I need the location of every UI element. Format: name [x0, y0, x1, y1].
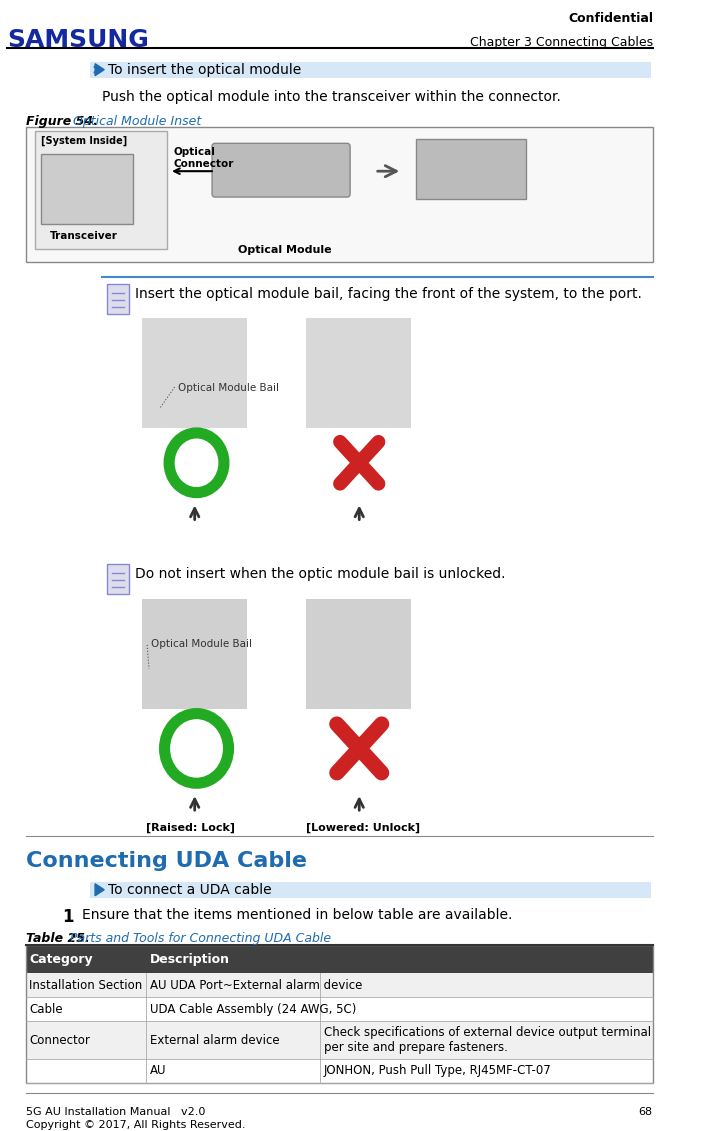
- Bar: [142, 319, 247, 428]
- Text: Ensure that the items mentioned in below table are available.: Ensure that the items mentioned in below…: [82, 908, 513, 922]
- Bar: [25, 1059, 653, 1082]
- Text: Insert the optical module bail, facing the front of the system, to the port.: Insert the optical module bail, facing t…: [135, 286, 642, 301]
- Text: External alarm device: External alarm device: [150, 1034, 279, 1046]
- Text: Figure 54.: Figure 54.: [25, 115, 97, 129]
- Text: Category: Category: [30, 953, 93, 966]
- Text: To insert the optical module: To insert the optical module: [108, 62, 301, 77]
- Polygon shape: [95, 883, 104, 896]
- Text: Parts and Tools for Connecting UDA Cable: Parts and Tools for Connecting UDA Cable: [66, 932, 331, 944]
- Polygon shape: [95, 63, 104, 76]
- Text: Transceiver: Transceiver: [51, 231, 118, 241]
- Bar: [25, 946, 653, 1082]
- Bar: [35, 131, 168, 249]
- Text: Chapter 3 Connecting Cables: Chapter 3 Connecting Cables: [469, 36, 653, 49]
- Bar: [306, 319, 412, 428]
- FancyBboxPatch shape: [107, 284, 129, 313]
- Text: Connecting UDA Cable: Connecting UDA Cable: [25, 851, 307, 871]
- Bar: [142, 599, 247, 709]
- Bar: [41, 154, 133, 224]
- Text: Confidential: Confidential: [569, 12, 653, 25]
- Text: Cable: Cable: [30, 1003, 63, 1016]
- Text: Optical Module Bail: Optical Module Bail: [178, 383, 279, 394]
- Text: Check specifications of external device output terminal
per site and prepare fas: Check specifications of external device …: [323, 1026, 651, 1054]
- FancyBboxPatch shape: [212, 144, 350, 197]
- Bar: [25, 998, 653, 1021]
- Text: Do not insert when the optic module bail is unlocked.: Do not insert when the optic module bail…: [135, 568, 506, 581]
- FancyBboxPatch shape: [90, 62, 651, 78]
- Text: [System Inside]: [System Inside]: [41, 136, 127, 146]
- Bar: [25, 128, 653, 261]
- FancyBboxPatch shape: [107, 564, 129, 594]
- Text: Connector: Connector: [30, 1034, 90, 1046]
- Text: AU: AU: [150, 1064, 166, 1078]
- Text: AU UDA Port~External alarm device: AU UDA Port~External alarm device: [150, 978, 362, 992]
- Bar: [25, 946, 653, 974]
- Text: 68: 68: [638, 1107, 653, 1116]
- Text: Optical Module Inset: Optical Module Inset: [69, 115, 201, 129]
- Text: SAMSUNG: SAMSUNG: [7, 28, 149, 52]
- Text: Push the optical module into the transceiver within the connector.: Push the optical module into the transce…: [103, 89, 561, 104]
- Text: Optical Module: Optical Module: [238, 244, 331, 254]
- Text: [Lowered: Unlock]: [Lowered: Unlock]: [306, 823, 420, 834]
- Text: Optical Module Bail: Optical Module Bail: [151, 639, 252, 649]
- Bar: [306, 599, 412, 709]
- Text: To connect a UDA cable: To connect a UDA cable: [108, 883, 271, 897]
- Bar: [25, 974, 653, 998]
- Bar: [25, 1021, 653, 1059]
- Text: Copyright © 2017, All Rights Reserved.: Copyright © 2017, All Rights Reserved.: [25, 1120, 245, 1130]
- Text: Table 25.: Table 25.: [25, 932, 90, 944]
- Text: 1: 1: [62, 908, 74, 925]
- Text: Optical
Connector: Optical Connector: [174, 147, 234, 169]
- FancyBboxPatch shape: [90, 882, 651, 898]
- Text: Installation Section: Installation Section: [30, 978, 142, 992]
- Text: 5G AU Installation Manual   v2.0: 5G AU Installation Manual v2.0: [25, 1107, 205, 1116]
- Text: Description: Description: [150, 953, 230, 966]
- Bar: [416, 139, 526, 199]
- Text: UDA Cable Assembly (24 AWG, 5C): UDA Cable Assembly (24 AWG, 5C): [150, 1003, 356, 1016]
- Text: [Raised: Lock]: [Raised: Lock]: [147, 823, 235, 834]
- Text: JONHON, Push Pull Type, RJ45MF-CT-07: JONHON, Push Pull Type, RJ45MF-CT-07: [323, 1064, 552, 1078]
